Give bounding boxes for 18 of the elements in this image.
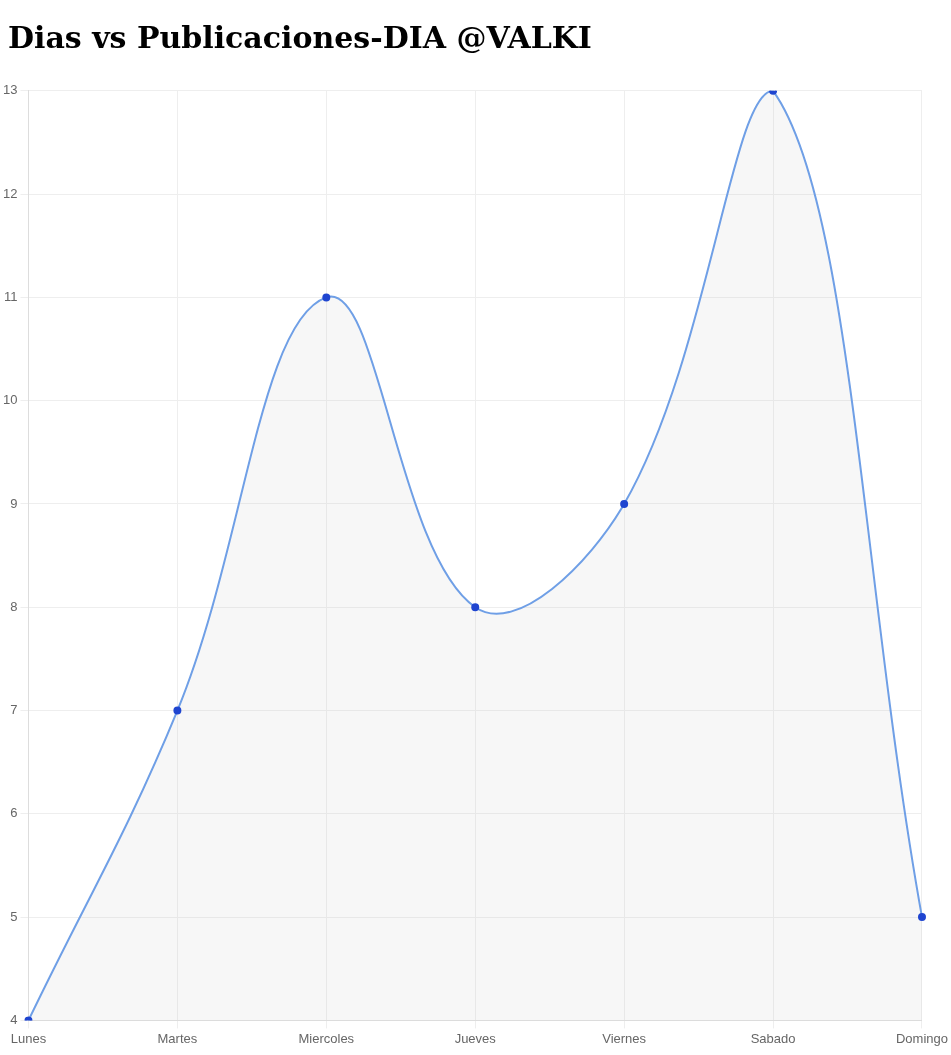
x-tick-label: Sabado — [750, 1030, 796, 1046]
x-tick-label: Martes — [157, 1030, 198, 1046]
x-tick-label: Miercoles — [298, 1030, 355, 1046]
chart-title: Dias vs Publicaciones-DIA @VALKI — [7, 19, 593, 57]
y-tick-label: 7 — [10, 702, 18, 718]
y-tick-label: 10 — [2, 392, 18, 408]
y-tick-label: 6 — [10, 805, 18, 821]
y-tick-label: 4 — [10, 1011, 18, 1027]
x-tick-label: Jueves — [454, 1030, 497, 1046]
y-tick-label: 11 — [3, 288, 18, 304]
x-tick-label: Lunes — [10, 1030, 47, 1046]
y-tick-label: 9 — [10, 495, 18, 511]
y-tick-label: 12 — [2, 185, 18, 201]
x-tick-label: Domingo — [895, 1030, 948, 1046]
x-tick-label: Viernes — [602, 1030, 647, 1046]
y-tick-label: 13 — [2, 82, 18, 98]
y-tick-label: 8 — [10, 598, 18, 614]
y-tick-label: 5 — [10, 908, 18, 924]
